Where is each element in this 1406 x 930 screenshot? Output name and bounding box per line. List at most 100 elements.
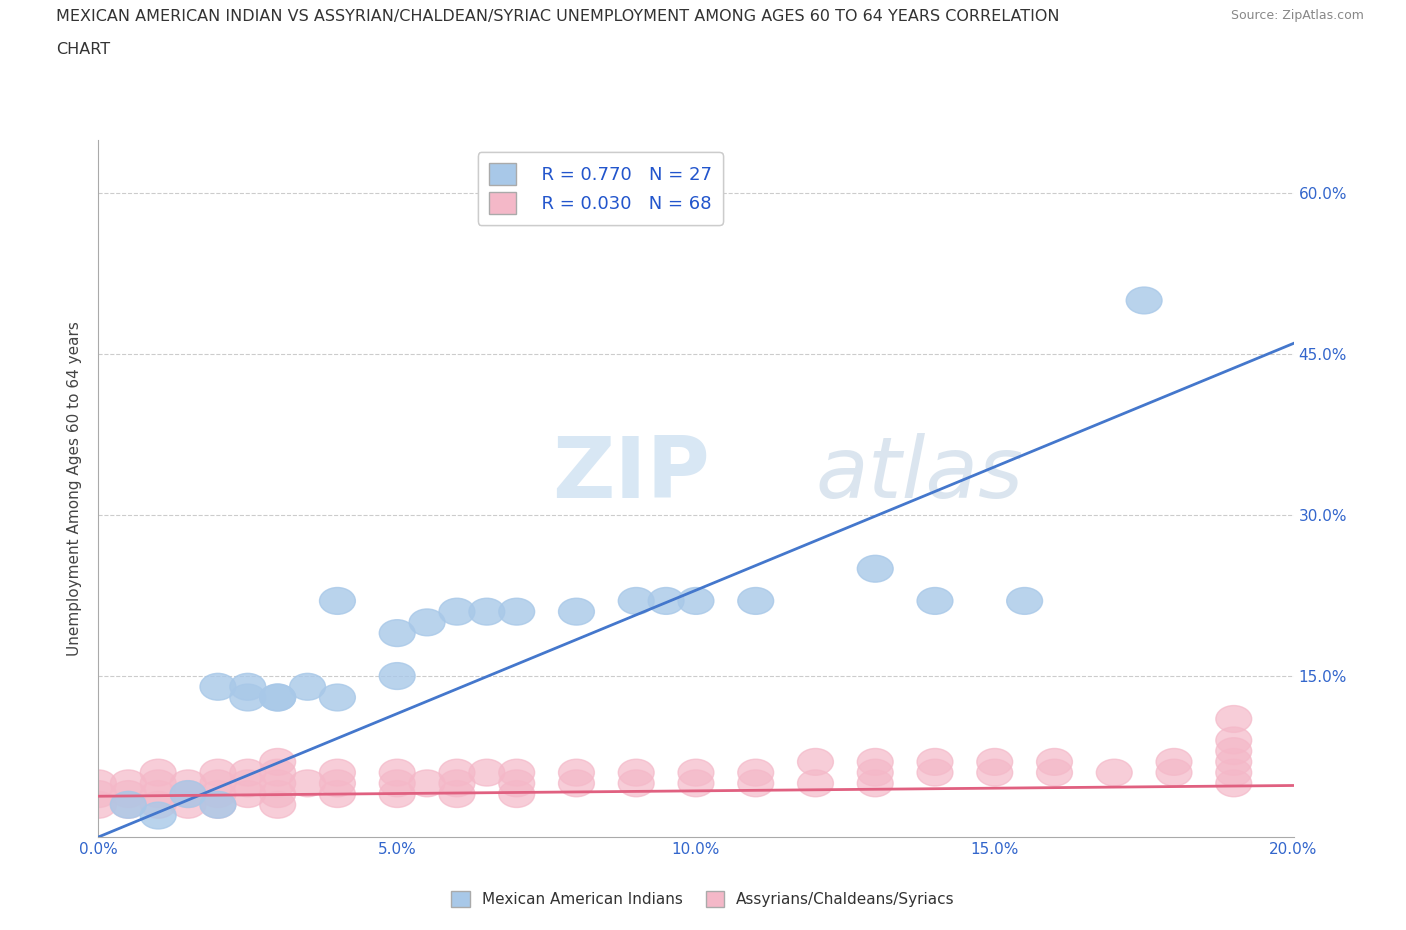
Ellipse shape [380,619,415,646]
Ellipse shape [170,791,207,818]
Ellipse shape [319,684,356,711]
Legend:   R = 0.770   N = 27,   R = 0.030   N = 68: R = 0.770 N = 27, R = 0.030 N = 68 [478,152,723,225]
Ellipse shape [231,684,266,711]
Ellipse shape [200,791,236,818]
Ellipse shape [499,759,534,786]
Ellipse shape [678,770,714,797]
Ellipse shape [917,749,953,776]
Ellipse shape [619,770,654,797]
Ellipse shape [439,598,475,625]
Ellipse shape [1216,737,1251,764]
Legend: Mexican American Indians, Assyrians/Chaldeans/Syriacs: Mexican American Indians, Assyrians/Chal… [446,884,960,913]
Ellipse shape [170,780,207,807]
Ellipse shape [231,759,266,786]
Ellipse shape [1216,749,1251,776]
Ellipse shape [380,759,415,786]
Text: Source: ZipAtlas.com: Source: ZipAtlas.com [1230,9,1364,22]
Ellipse shape [977,759,1012,786]
Ellipse shape [260,759,295,786]
Ellipse shape [1156,749,1192,776]
Ellipse shape [917,588,953,615]
Ellipse shape [470,759,505,786]
Ellipse shape [80,770,117,797]
Ellipse shape [80,780,117,807]
Y-axis label: Unemployment Among Ages 60 to 64 years: Unemployment Among Ages 60 to 64 years [67,321,83,656]
Ellipse shape [499,780,534,807]
Ellipse shape [558,598,595,625]
Ellipse shape [738,759,773,786]
Ellipse shape [1007,588,1043,615]
Ellipse shape [648,588,685,615]
Ellipse shape [111,780,146,807]
Ellipse shape [111,791,146,818]
Ellipse shape [499,770,534,797]
Ellipse shape [141,802,176,829]
Ellipse shape [797,770,834,797]
Ellipse shape [170,770,207,797]
Ellipse shape [1126,287,1161,314]
Ellipse shape [260,749,295,776]
Ellipse shape [231,673,266,700]
Ellipse shape [409,770,446,797]
Ellipse shape [917,759,953,786]
Ellipse shape [558,759,595,786]
Ellipse shape [738,588,773,615]
Ellipse shape [858,555,893,582]
Ellipse shape [470,598,505,625]
Ellipse shape [499,598,534,625]
Ellipse shape [858,770,893,797]
Ellipse shape [1036,759,1073,786]
Ellipse shape [678,588,714,615]
Ellipse shape [858,749,893,776]
Ellipse shape [200,770,236,797]
Ellipse shape [439,780,475,807]
Ellipse shape [260,770,295,797]
Ellipse shape [380,780,415,807]
Ellipse shape [558,770,595,797]
Ellipse shape [1216,706,1251,733]
Ellipse shape [380,663,415,689]
Ellipse shape [1097,759,1132,786]
Ellipse shape [977,749,1012,776]
Ellipse shape [319,588,356,615]
Ellipse shape [200,780,236,807]
Ellipse shape [797,749,834,776]
Ellipse shape [111,791,146,818]
Ellipse shape [260,684,295,711]
Text: atlas: atlas [815,432,1024,516]
Ellipse shape [409,609,446,636]
Ellipse shape [231,780,266,807]
Text: CHART: CHART [56,42,110,57]
Ellipse shape [1036,749,1073,776]
Text: ZIP: ZIP [553,432,710,516]
Ellipse shape [1156,759,1192,786]
Ellipse shape [170,780,207,807]
Ellipse shape [439,770,475,797]
Ellipse shape [141,780,176,807]
Ellipse shape [200,759,236,786]
Ellipse shape [439,759,475,786]
Text: MEXICAN AMERICAN INDIAN VS ASSYRIAN/CHALDEAN/SYRIAC UNEMPLOYMENT AMONG AGES 60 T: MEXICAN AMERICAN INDIAN VS ASSYRIAN/CHAL… [56,9,1060,24]
Ellipse shape [290,770,326,797]
Ellipse shape [80,791,117,818]
Ellipse shape [619,588,654,615]
Ellipse shape [319,780,356,807]
Ellipse shape [111,770,146,797]
Ellipse shape [319,770,356,797]
Ellipse shape [290,673,326,700]
Ellipse shape [858,759,893,786]
Ellipse shape [200,673,236,700]
Ellipse shape [141,759,176,786]
Ellipse shape [1216,770,1251,797]
Ellipse shape [260,684,295,711]
Ellipse shape [141,770,176,797]
Ellipse shape [738,770,773,797]
Ellipse shape [678,759,714,786]
Ellipse shape [260,780,295,807]
Ellipse shape [619,759,654,786]
Ellipse shape [319,759,356,786]
Ellipse shape [231,770,266,797]
Ellipse shape [260,791,295,818]
Ellipse shape [200,791,236,818]
Ellipse shape [141,791,176,818]
